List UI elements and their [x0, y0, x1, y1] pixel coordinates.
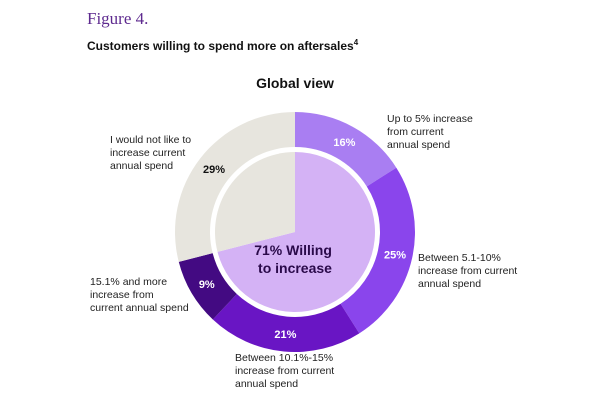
ring-slice-1 [295, 112, 397, 187]
inner-slice-2 [215, 152, 295, 252]
annotation-line: Between 10.1%-15% [235, 352, 334, 364]
annotation-line: current annual spend [90, 302, 189, 314]
figure-title-text: Customers willing to spend more on after… [87, 39, 354, 53]
ring-slice-4 [178, 253, 237, 320]
inner-slice-1 [217, 152, 375, 312]
inner-pie [215, 152, 375, 312]
annotation-up-to-5: Up to 5% increase from current annual sp… [387, 113, 473, 152]
annotation-line: increase from [90, 289, 154, 301]
ring-slice-5 [175, 112, 295, 262]
ring-slice-2 [340, 167, 415, 334]
annotation-15-plus: 15.1% and more increase from current ann… [90, 276, 189, 315]
center-label: 71% Willing to increase [254, 242, 336, 276]
annotation-10-15: Between 10.1%-15% increase from current … [235, 352, 334, 391]
annotation-line: from current [387, 126, 444, 138]
annotation-line: annual spend [110, 160, 174, 172]
slice-labels: 16% 25% 21% 9% 29% [199, 137, 406, 341]
annotation-line: increase current [110, 147, 186, 159]
figure-label: Figure 4. [87, 9, 149, 28]
annotation-line: increase from current [235, 365, 335, 377]
annotation-line: 15.1% and more [90, 276, 168, 288]
slice-value-label: 21% [274, 329, 296, 341]
slice-value-label: 16% [333, 137, 355, 149]
annotation-line: increase from current [418, 265, 518, 277]
center-label-line-1: 71% Willing [254, 242, 332, 258]
chart-title: Global view [256, 75, 334, 91]
annotation-line: Between 5.1-10% [418, 252, 501, 264]
title-footnote: 4 [353, 38, 359, 47]
annotation-line: I would not like to [110, 134, 192, 146]
slice-value-label: 25% [384, 249, 406, 261]
annotation-line: annual spend [418, 278, 482, 290]
ring-slice-3 [212, 293, 360, 353]
slice-value-label: 29% [203, 164, 225, 176]
annotation-5-10: Between 5.1-10% increase from current an… [418, 252, 517, 291]
figure-title: Customers willing to spend more on after… [87, 38, 358, 53]
annotation-line: annual spend [235, 378, 299, 390]
center-label-line-2: to increase [258, 260, 332, 276]
outer-ring [175, 112, 415, 353]
slice-value-label: 9% [199, 279, 215, 291]
annotation-line: annual spend [387, 139, 451, 151]
annotation-not-increase: I would not like to increase current ann… [110, 134, 191, 173]
annotation-line: Up to 5% increase [387, 113, 473, 125]
